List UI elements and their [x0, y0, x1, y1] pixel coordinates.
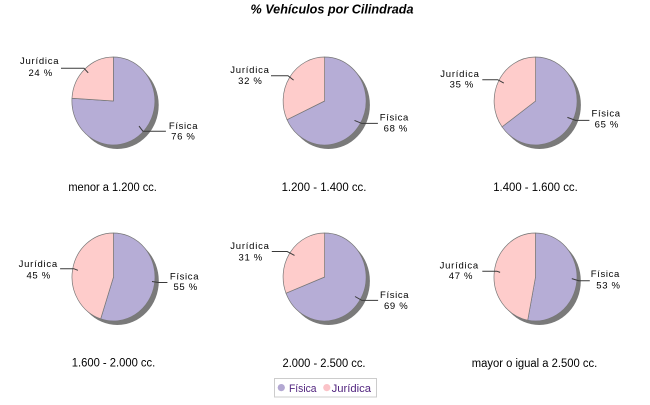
- svg-text:Física: Física: [169, 121, 198, 132]
- svg-text:Jurídica: Jurídica: [19, 259, 58, 270]
- svg-text:32 %: 32 %: [238, 76, 262, 87]
- svg-text:76 %: 76 %: [171, 131, 195, 142]
- svg-text:Jurídica: Jurídica: [20, 56, 59, 67]
- svg-text:Física: Física: [592, 109, 621, 120]
- svg-text:65 %: 65 %: [595, 120, 619, 131]
- svg-text:Física: Física: [380, 290, 409, 301]
- svg-text:Jurídica: Jurídica: [440, 261, 479, 272]
- svg-text:Física: Física: [170, 272, 199, 283]
- svg-text:mayor o igual a 2.500 cc.: mayor o igual a 2.500 cc.: [472, 358, 598, 370]
- svg-text:2.000 - 2.500 cc.: 2.000 - 2.500 cc.: [283, 358, 366, 370]
- svg-text:1.400 - 1.600 cc.: 1.400 - 1.600 cc.: [493, 182, 578, 194]
- svg-text:Física: Física: [289, 383, 317, 395]
- svg-text:47 %: 47 %: [449, 271, 473, 282]
- svg-text:24 %: 24 %: [28, 68, 52, 79]
- svg-text:1.600 - 2.000 cc.: 1.600 - 2.000 cc.: [72, 358, 156, 370]
- svg-text:% Vehículos por Cilindrada: % Vehículos por Cilindrada: [251, 2, 414, 16]
- svg-text:45 %: 45 %: [26, 270, 50, 281]
- svg-text:Física: Física: [380, 112, 409, 123]
- svg-text:Jurídica: Jurídica: [230, 65, 269, 76]
- svg-text:Jurídica: Jurídica: [440, 69, 479, 80]
- svg-text:68 %: 68 %: [384, 123, 408, 134]
- svg-text:53 %: 53 %: [596, 280, 620, 291]
- svg-text:69 %: 69 %: [384, 301, 408, 312]
- svg-text:Física: Física: [591, 269, 620, 280]
- svg-text:1.200 - 1.400 cc.: 1.200 - 1.400 cc.: [282, 182, 367, 194]
- svg-text:31 %: 31 %: [239, 252, 263, 263]
- svg-text:Jurídica: Jurídica: [230, 241, 269, 252]
- svg-text:55 %: 55 %: [173, 282, 197, 293]
- svg-text:35 %: 35 %: [450, 80, 474, 91]
- svg-text:menor a 1.200 cc.: menor a 1.200 cc.: [68, 182, 157, 194]
- svg-text:Jurídica: Jurídica: [332, 383, 372, 395]
